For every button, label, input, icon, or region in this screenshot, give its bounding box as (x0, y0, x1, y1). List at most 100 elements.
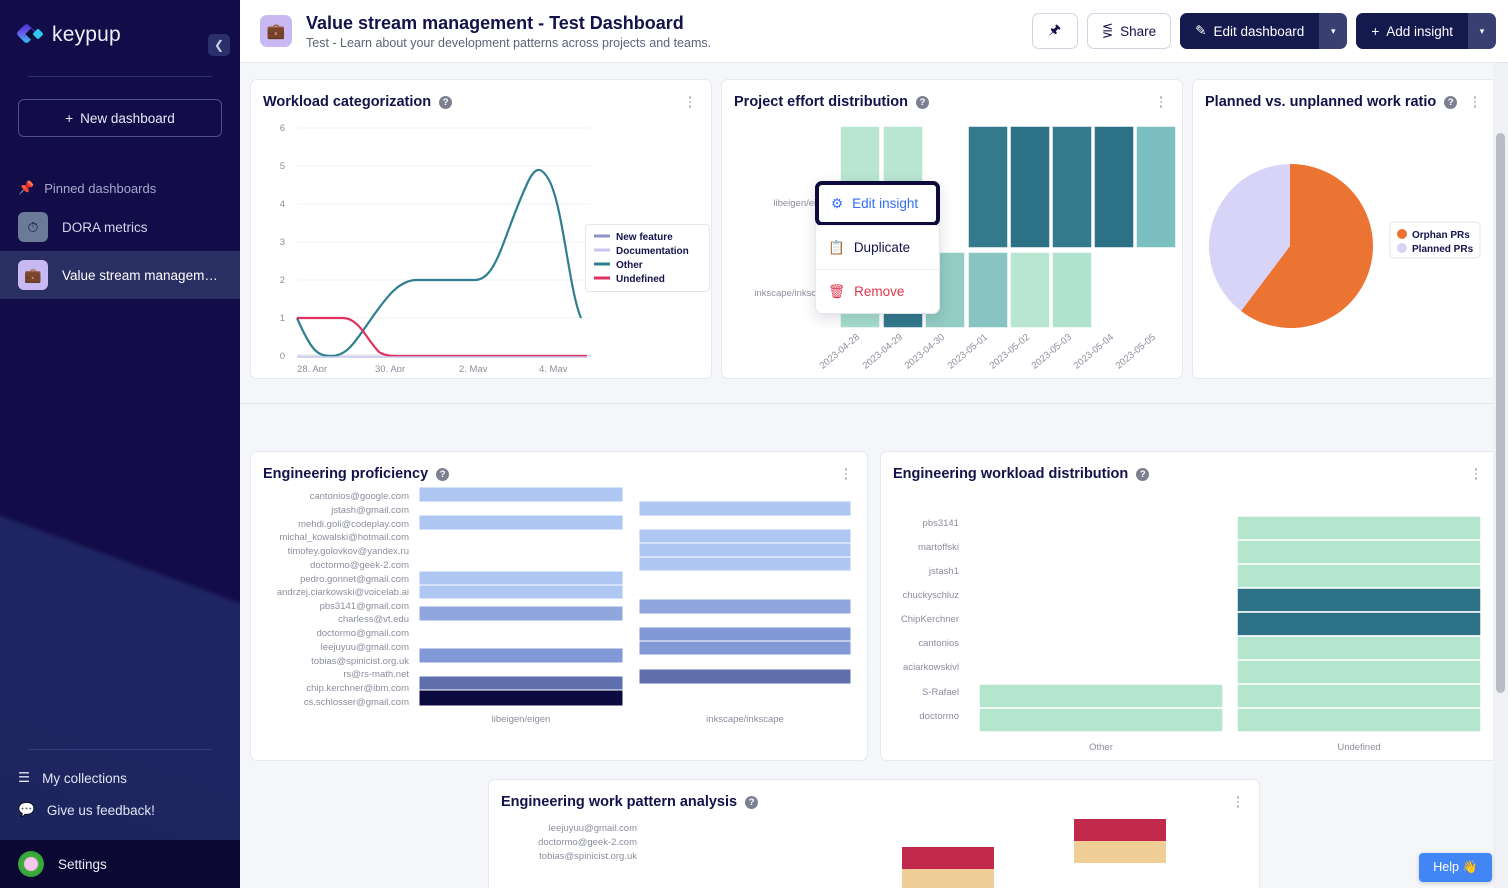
sidebar: keypup ❮ + New dashboard 📌 Pinned dashbo… (0, 0, 240, 888)
svg-text:Other: Other (1089, 742, 1113, 753)
svg-text:pedro.gonnet@gmail.com: pedro.gonnet@gmail.com (300, 574, 409, 585)
card-menu-button[interactable] (1231, 794, 1245, 810)
copy-icon: 📋 (828, 239, 845, 255)
svg-text:martoffski: martoffski (918, 542, 959, 553)
layers-icon: ☰ (18, 770, 31, 785)
svg-text:Other: Other (616, 260, 643, 271)
page-scrollbar-thumb[interactable] (1496, 133, 1505, 693)
dashboard-row-1: Workload categorization ? (240, 63, 1508, 379)
dashboard-canvas: Workload categorization ? (240, 63, 1508, 888)
give-feedback-label: Give us feedback! (46, 802, 155, 818)
add-insight-label: Add insight (1386, 23, 1453, 39)
sidebar-item-dora-metrics[interactable]: ⏱ DORA metrics (0, 203, 240, 251)
help-icon[interactable]: ? (916, 95, 929, 109)
help-icon[interactable]: ? (745, 795, 759, 809)
svg-text:pbs3141@gmail.com: pbs3141@gmail.com (320, 601, 409, 612)
my-collections-label: My collections (42, 770, 127, 786)
legend-swatches: New feature Documentation Other Undefine… (594, 232, 689, 285)
unpin-button[interactable]: 🖈 (1031, 13, 1078, 49)
sidebar-item-value-stream-management[interactable]: 💼 Value stream management -... (0, 251, 240, 299)
edit-dashboard-caret-icon[interactable]: ▾ (1319, 13, 1348, 49)
sidebar-item-give-feedback[interactable]: 💬 Give us feedback! (0, 794, 240, 826)
row-divider (240, 403, 1508, 404)
svg-text:2. May: 2. May (459, 364, 488, 372)
svg-text:4: 4 (280, 199, 285, 210)
help-button[interactable]: Help 👋 (1419, 853, 1492, 882)
svg-text:3: 3 (280, 237, 285, 248)
card-menu-button[interactable] (1469, 466, 1483, 482)
brand-name: keypup (52, 23, 121, 46)
help-icon[interactable]: ? (1136, 467, 1150, 481)
help-label: Help (1433, 860, 1459, 874)
svg-text:2023-05-05: 2023-05-05 (1114, 332, 1158, 372)
card-workload-categorization: Workload categorization ? (250, 79, 712, 379)
svg-text:28. Apr: 28. Apr (297, 364, 327, 372)
sidebar-item-settings[interactable]: Settings (0, 840, 240, 888)
add-insight-caret-icon[interactable]: ▾ (1468, 13, 1496, 49)
context-menu-item-duplicate[interactable]: 📋 Duplicate (816, 226, 939, 269)
help-icon[interactable]: ? (436, 467, 450, 481)
sidebar-item-label: DORA metrics (62, 219, 148, 235)
svg-text:2023-04-29: 2023-04-29 (861, 332, 905, 372)
chat-icon: 💬 (18, 802, 35, 817)
plus-icon: + (1371, 23, 1380, 39)
card-engineering-work-pattern-analysis: Engineering work pattern analysis ? leej… (488, 779, 1260, 888)
context-menu-item-label: Duplicate (853, 240, 911, 255)
card-menu-button[interactable] (839, 466, 853, 482)
svg-text:doctormo@geek-2.com: doctormo@geek-2.com (538, 837, 637, 848)
workload-legend: New feature Documentation Other Undefine… (585, 224, 710, 292)
card-title: Workload categorization (263, 94, 432, 110)
svg-text:timofey.golovkov@yandex.ru: timofey.golovkov@yandex.ru (288, 546, 409, 557)
gear-icon: ⚙ (831, 195, 844, 211)
context-menu-item-edit-insight[interactable]: ⚙ Edit insight (815, 181, 940, 226)
svg-text:tobias@spinicist.org.uk: tobias@spinicist.org.uk (539, 851, 637, 862)
avatar (18, 851, 44, 877)
workload-categorization-chart: 6 5 4 3 2 1 0 28. Apr 30. Apr 2. May 4. … (280, 123, 591, 372)
svg-text:30. Apr: 30. Apr (375, 364, 405, 372)
sidebar-collapse-icon[interactable]: ❮ (208, 34, 230, 56)
svg-text:1: 1 (280, 313, 285, 324)
pinned-dashboards-section: 📌 Pinned dashboards (0, 173, 240, 203)
share-button[interactable]: ⋚ Share (1086, 13, 1172, 49)
svg-text:charless@vt.edu: charless@vt.edu (338, 614, 409, 625)
help-icon[interactable]: ? (439, 95, 453, 109)
card-title: Engineering workload distribution (893, 466, 1129, 482)
svg-text:tobias@spinicist.org.uk: tobias@spinicist.org.uk (311, 656, 409, 667)
svg-text:leejuyuu@gmail.com: leejuyuu@gmail.com (321, 642, 409, 653)
svg-text:michal_kowalski@hotmail.com: michal_kowalski@hotmail.com (280, 532, 410, 543)
svg-text:cantonios: cantonios (918, 638, 959, 649)
pencil-icon: ✎ (1195, 23, 1207, 38)
help-icon[interactable]: ? (1444, 95, 1458, 109)
svg-text:0: 0 (280, 351, 285, 362)
svg-text:Undefined: Undefined (616, 274, 665, 285)
sidebar-item-label: Value stream management -... (62, 267, 222, 283)
sidebar-item-my-collections[interactable]: ☰ My collections (0, 762, 240, 794)
planned-vs-unplanned-pie-chart: Orphan PRs Planned PRs (1208, 163, 1481, 328)
add-insight-button[interactable]: + Add insight (1356, 13, 1468, 49)
svg-text:Orphan PRs: Orphan PRs (1412, 230, 1470, 241)
svg-text:leejuyuu@gmail.com: leejuyuu@gmail.com (549, 823, 637, 834)
settings-label: Settings (58, 856, 107, 872)
edit-dashboard-button[interactable]: ✎ Edit dashboard (1180, 13, 1320, 49)
svg-text:Planned PRs: Planned PRs (1412, 244, 1474, 255)
card-menu-button[interactable] (1468, 94, 1482, 110)
svg-text:4. May: 4. May (539, 364, 568, 372)
svg-text:S-Rafael: S-Rafael (922, 687, 959, 698)
svg-text:andrzej.ciarkowski@voicelab.ai: andrzej.ciarkowski@voicelab.ai (277, 587, 409, 598)
wave-hand-icon: 👋 (1462, 860, 1478, 874)
trash-icon: 🗑 (828, 283, 846, 299)
svg-text:libeigen/eigen: libeigen/eigen (492, 714, 551, 725)
card-engineering-proficiency: Engineering proficiency ? cantonios@goog… (250, 451, 868, 761)
card-menu-button[interactable] (1154, 94, 1168, 110)
svg-text:cantonios@google.com: cantonios@google.com (310, 491, 410, 502)
context-menu-item-remove[interactable]: 🗑 Remove (816, 270, 939, 313)
sidebar-bottom-divider (28, 749, 212, 750)
card-menu-button[interactable] (683, 94, 697, 110)
new-dashboard-button[interactable]: + New dashboard (18, 99, 222, 137)
plus-icon: + (65, 110, 74, 126)
briefcase-icon: 💼 (18, 260, 48, 290)
svg-text:Undefined: Undefined (1337, 742, 1380, 753)
card-title: Project effort distribution (734, 94, 908, 110)
svg-text:mehdi.goli@codeplay.com: mehdi.goli@codeplay.com (298, 519, 409, 530)
pinned-dashboards-label: Pinned dashboards (44, 180, 157, 196)
